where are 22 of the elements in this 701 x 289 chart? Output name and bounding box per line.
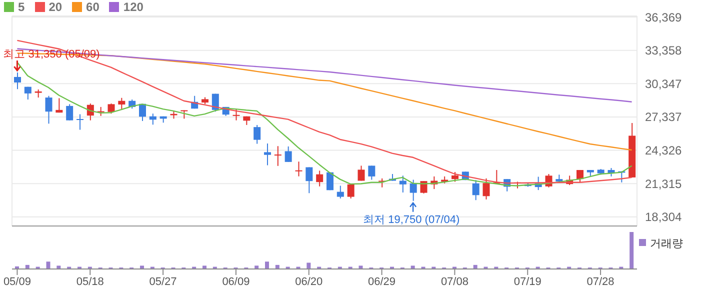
- y-tick-label: 21,315: [645, 176, 682, 191]
- y-tick-label: 33,358: [645, 44, 682, 58]
- y-tick-label: 27,337: [645, 110, 682, 124]
- y-tick-label: 30,347: [645, 76, 682, 91]
- x-tick-label: 05/09: [3, 276, 31, 288]
- annotation: 최저 19,750 (07/04): [363, 214, 460, 226]
- x-tick-label: 06/20: [295, 276, 323, 288]
- x-tick-label: 07/28: [586, 276, 614, 288]
- x-tick-label: 05/27: [149, 276, 177, 288]
- y-tick-label: 36,369: [645, 10, 682, 24]
- x-tick-label: 07/08: [440, 276, 468, 288]
- x-tick-label: 07/19: [514, 276, 542, 288]
- y-tick-label: 18,304: [645, 210, 682, 224]
- y-tick-label: 24,326: [645, 144, 682, 158]
- legend-label: 60: [86, 0, 100, 14]
- legend-label: 거래량: [650, 238, 683, 250]
- x-tick-label: 06/09: [222, 276, 250, 288]
- legend-label: 120: [123, 0, 144, 14]
- legend-label: 20: [48, 0, 62, 14]
- x-tick-label: 05/18: [76, 276, 104, 288]
- legend-label: 5: [18, 0, 25, 14]
- x-tick-label: 06/29: [368, 276, 396, 288]
